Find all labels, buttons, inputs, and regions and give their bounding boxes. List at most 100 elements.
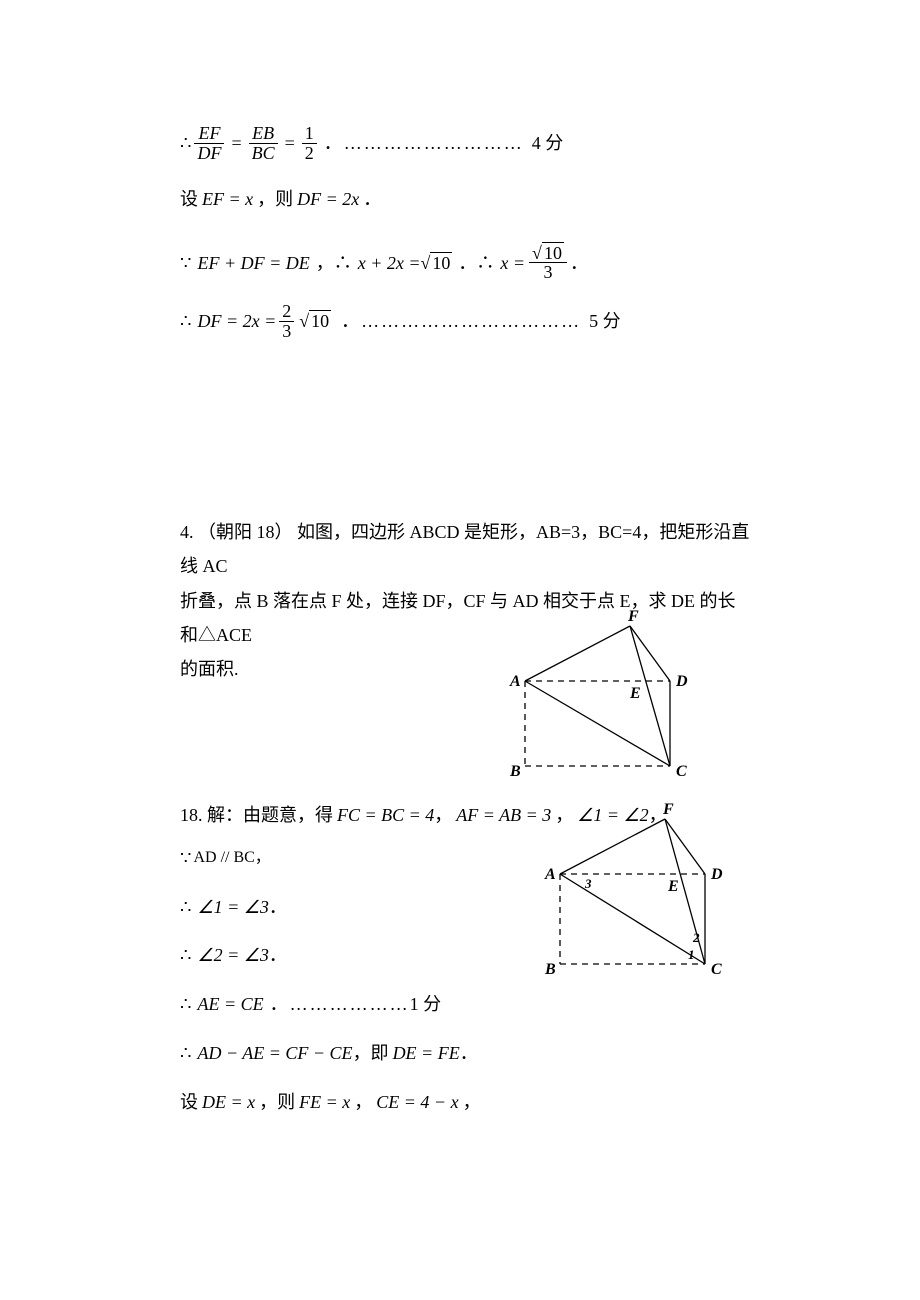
gap — [180, 355, 750, 515]
expr: x + 2x = — [358, 249, 421, 278]
expr: x = — [500, 249, 525, 278]
expr: ∠2 = ∠3 — [197, 941, 268, 970]
label-A: A — [544, 866, 556, 883]
text: ． — [363, 185, 381, 214]
sep: ，∴ — [316, 249, 352, 278]
math-line-4: ∴ DF = 2x = 2 3 10 ． …………………………… 5 分 — [180, 302, 750, 341]
label-D: D — [710, 866, 723, 883]
text: ， — [354, 1088, 372, 1117]
math-line-2: 设 EF = x ，则 DF = 2x ． — [180, 185, 750, 214]
therefore: ∴ — [180, 990, 191, 1019]
math-line-3: ∵ EF + DF = DE ，∴ x + 2x = 10 ．∴ x = 10 … — [180, 244, 750, 283]
text: 设 — [180, 185, 198, 214]
expr: CE = 4 − x — [376, 1088, 458, 1117]
text: ， — [463, 1088, 481, 1117]
therefore: ∴ — [180, 1039, 191, 1068]
num: EF — [195, 124, 223, 143]
den: 3 — [279, 322, 294, 341]
dot: ． — [341, 307, 361, 336]
score: 1 分 — [410, 990, 442, 1019]
expr: FE = x — [299, 1088, 350, 1117]
expr: AE = CE — [197, 990, 263, 1019]
label-D: D — [675, 673, 688, 690]
dot: ． — [269, 941, 287, 970]
figure-2: A D B C F E 1 2 3 — [545, 814, 745, 984]
expr: DF = 2x — [297, 185, 359, 214]
dots: ．……………………… — [324, 129, 524, 158]
text: ，即 — [353, 1039, 389, 1068]
sqrt-10: 10 — [299, 307, 331, 336]
text: ，则 — [257, 185, 293, 214]
den: 2 — [302, 144, 317, 163]
solution-line-6: ∴ AD − AE = CF − CE ，即 DE = FE ． — [180, 1039, 750, 1068]
expr: AF = AB = 3 — [456, 801, 551, 830]
src: （朝阳 18） — [198, 522, 293, 542]
frac-ef-df: EF DF — [194, 124, 224, 163]
num: 10 — [529, 244, 567, 263]
label-F: F — [627, 608, 639, 625]
t3: 的面积. — [180, 659, 239, 679]
label-B: B — [509, 763, 521, 780]
angle-2: 2 — [692, 930, 700, 945]
dots: …………………………… — [361, 307, 581, 336]
label-F: F — [662, 801, 674, 818]
sep: ， — [434, 801, 452, 830]
because: ∵ — [180, 249, 191, 278]
num: 1 — [302, 124, 317, 143]
expr: EF = x — [202, 185, 253, 214]
den: BC — [249, 144, 278, 163]
sqrt-10: 10 — [421, 249, 453, 278]
expr: DE = x — [202, 1088, 255, 1117]
text: 设 — [180, 1088, 198, 1117]
expr: AD − AE = CF − CE — [197, 1039, 352, 1068]
den: 3 — [540, 263, 555, 282]
expr: DF = 2x = — [197, 307, 276, 336]
edge-AF — [560, 819, 665, 874]
because: ∵ — [180, 844, 191, 873]
solution-line-5: ∴ AE = CE ．……………… 1 分 — [180, 990, 750, 1019]
expr: AD // BC， — [193, 845, 270, 871]
expr: DE = FE — [393, 1039, 460, 1068]
frac-2-3: 2 3 — [279, 302, 294, 341]
num: 2 — [279, 302, 294, 321]
dots: ．……………… — [270, 990, 410, 1019]
frac-1-2: 1 2 — [302, 124, 317, 163]
angle-3: 3 — [584, 876, 592, 891]
expr: EF + DF = DE — [197, 249, 309, 278]
dot: ． — [570, 249, 588, 278]
label-C: C — [676, 763, 687, 780]
figure-1: A D B C F E — [510, 626, 710, 786]
score: 4 分 — [532, 129, 564, 158]
label-B: B — [544, 961, 556, 978]
sqrt-10: 10 — [532, 244, 564, 263]
score: 5 分 — [589, 307, 621, 336]
page: ∴ EF DF = EB BC = 1 2 ．……………………… 4 分 设 E… — [0, 0, 920, 1300]
edge-AF — [525, 626, 630, 681]
sep: ．∴ — [458, 249, 494, 278]
expr: FC = BC = 4 — [337, 801, 434, 830]
frac-eb-bc: EB BC — [249, 124, 278, 163]
eq: = — [231, 129, 241, 158]
label-A: A — [509, 673, 521, 690]
therefore: ∴ — [180, 129, 191, 158]
label-E: E — [629, 685, 641, 702]
edge-FD — [630, 626, 670, 681]
dot: ． — [460, 1039, 478, 1068]
therefore: ∴ — [180, 307, 191, 336]
therefore: ∴ — [180, 893, 191, 922]
num: 4. — [180, 522, 194, 542]
den: DF — [194, 144, 224, 163]
label-C: C — [711, 961, 722, 978]
math-line-1: ∴ EF DF = EB BC = 1 2 ．……………………… 4 分 — [180, 124, 750, 163]
frac-sqrt10-3: 10 3 — [529, 244, 567, 283]
label-E: E — [667, 878, 679, 895]
eq: = — [285, 129, 295, 158]
solution-line-7: 设 DE = x ，则 FE = x ， CE = 4 − x ， — [180, 1088, 750, 1117]
edge-AC — [525, 681, 670, 766]
head: 18. 解：由题意，得 — [180, 801, 333, 830]
edge-FD — [665, 819, 705, 874]
text: ，则 — [259, 1088, 295, 1117]
angle-1: 1 — [688, 947, 695, 962]
dot: ． — [269, 893, 287, 922]
num: EB — [249, 124, 277, 143]
